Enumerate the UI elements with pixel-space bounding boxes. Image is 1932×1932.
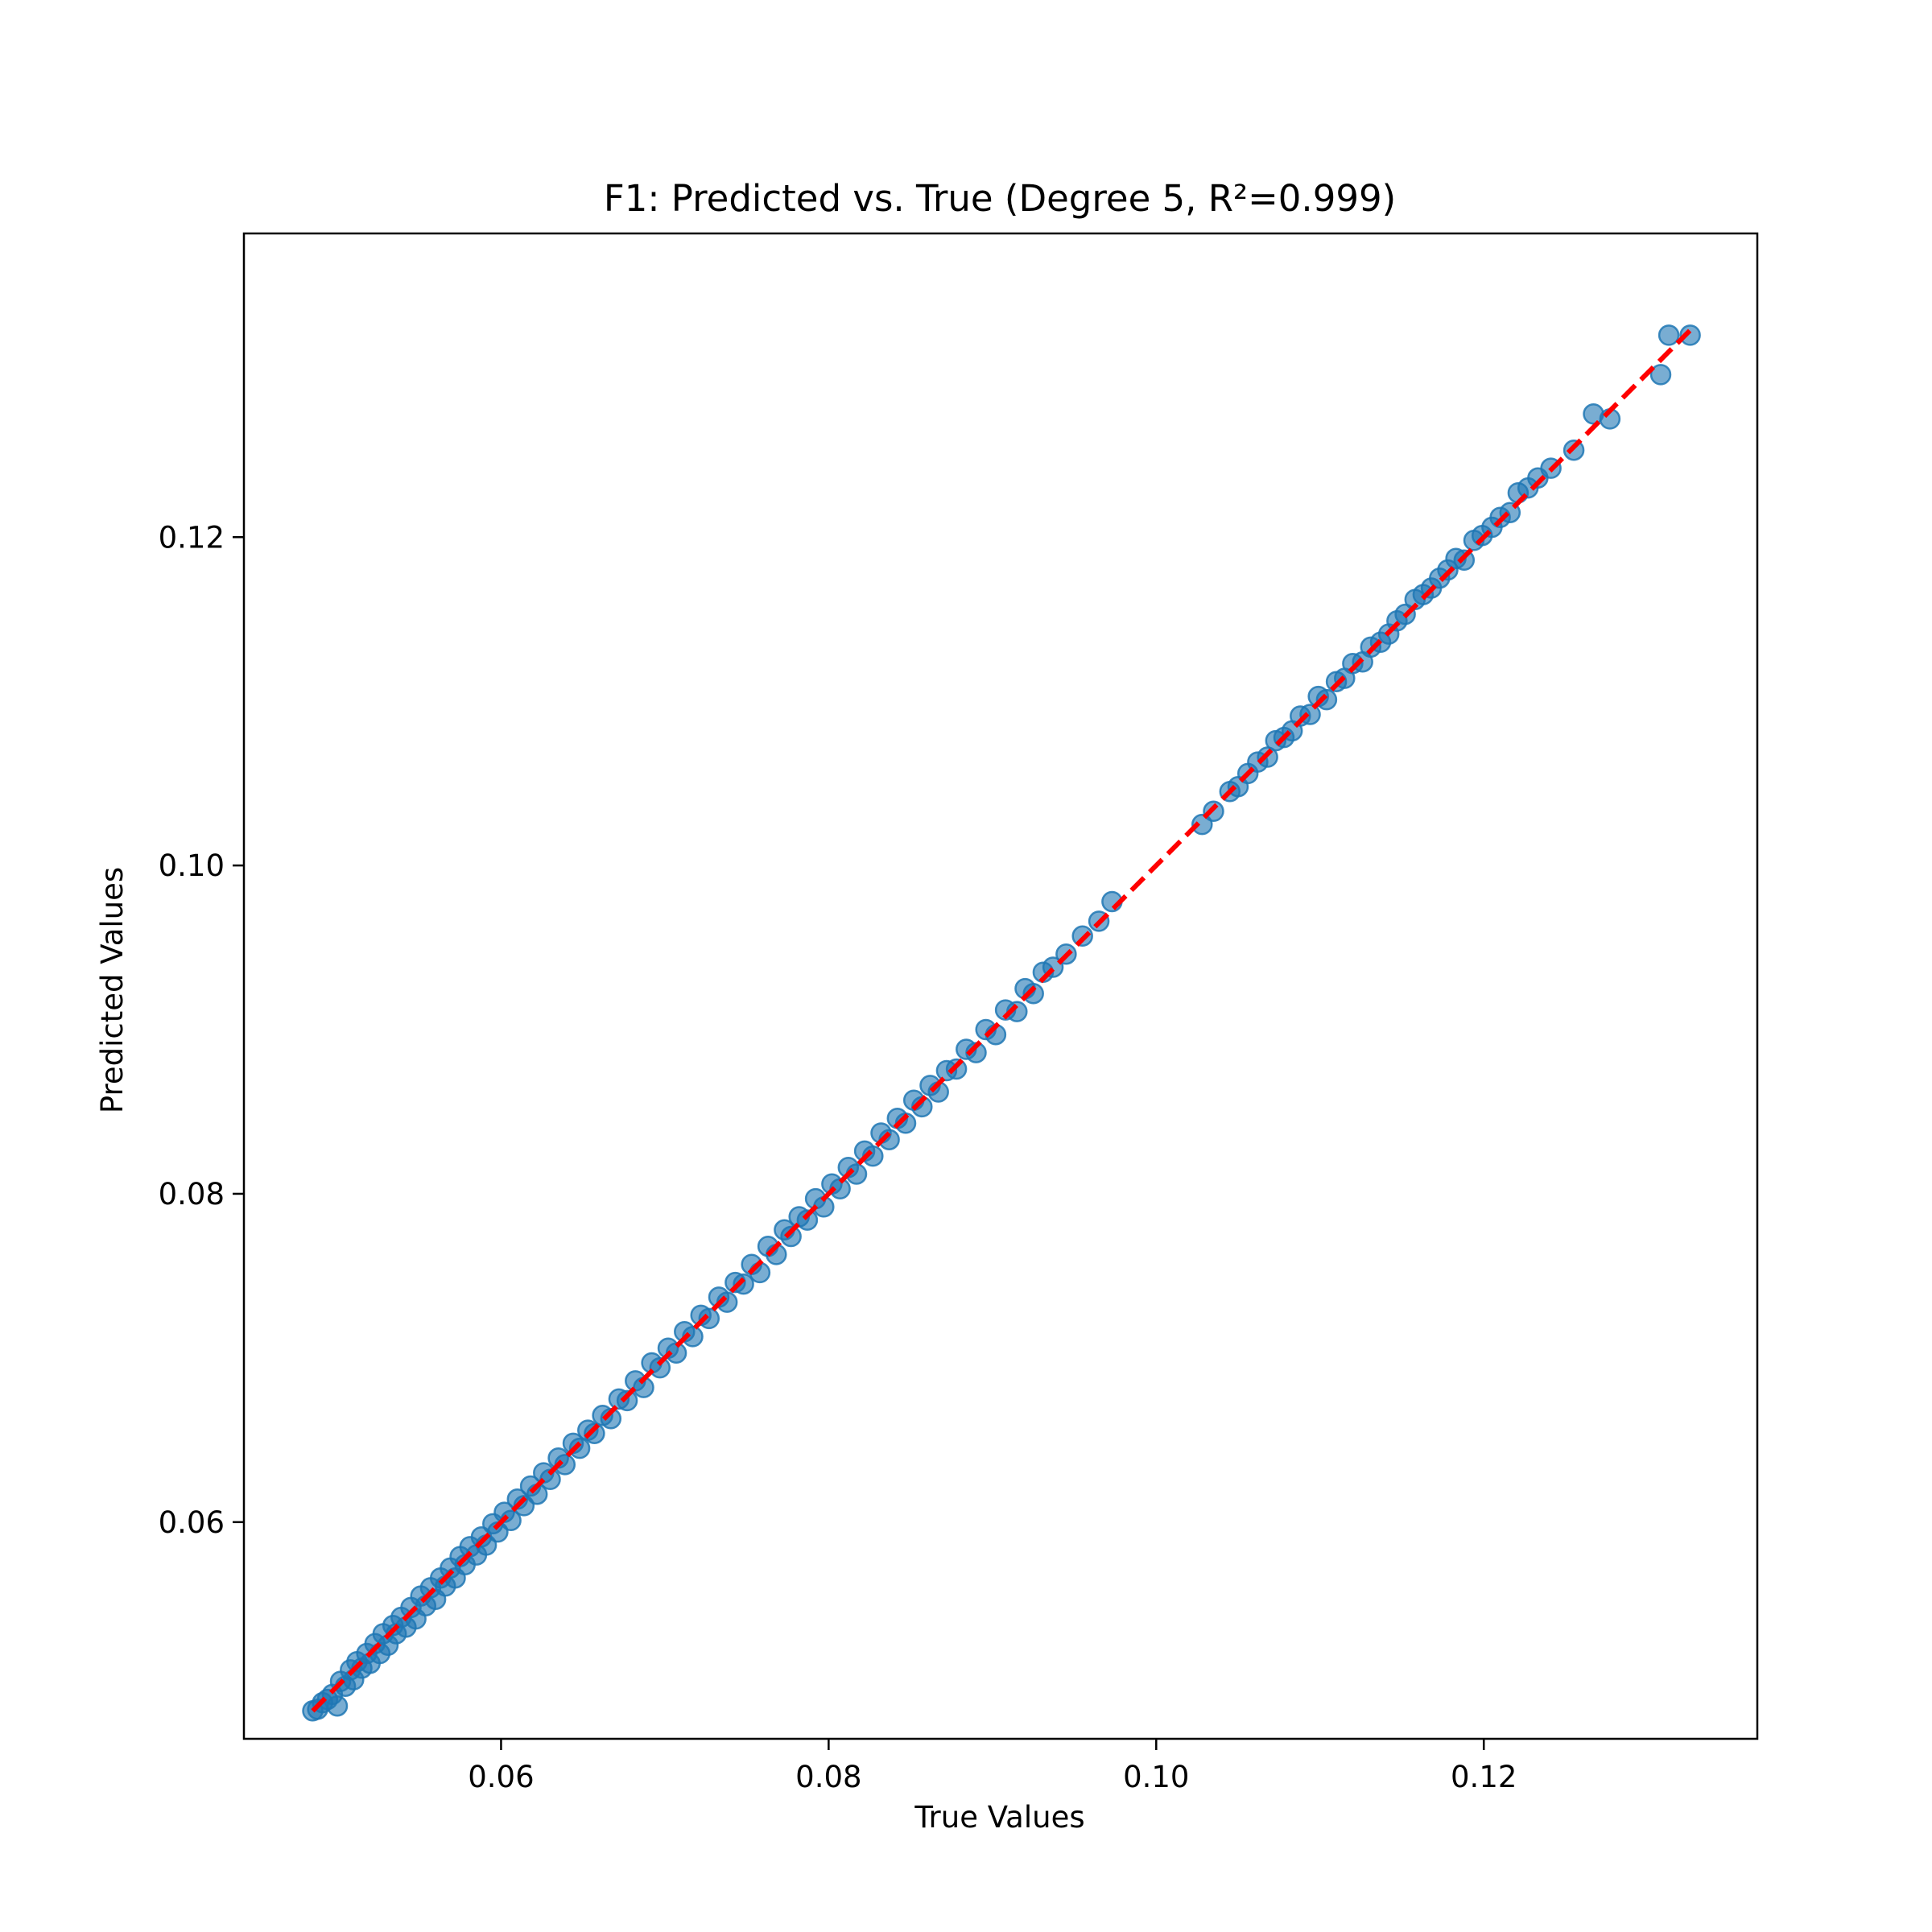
- x-tick-label: 0.10: [1123, 1760, 1189, 1794]
- y-axis-label: Predicted Values: [95, 867, 130, 1113]
- data-point: [796, 1209, 819, 1231]
- x-tick-label: 0.06: [468, 1760, 534, 1794]
- reference-line-layer: [311, 328, 1692, 1713]
- data-point: [1657, 324, 1680, 346]
- x-tick-label: 0.08: [795, 1760, 861, 1794]
- y-tick-label: 0.06: [159, 1505, 225, 1540]
- chart-title: F1: Predicted vs. True (Degree 5, R²=0.9…: [604, 177, 1396, 220]
- data-point: [649, 1356, 671, 1379]
- data-point: [1022, 982, 1044, 1005]
- x-axis-ticks: 0.06 0.08 0.10 0.12: [468, 1739, 1517, 1794]
- data-point: [1679, 324, 1701, 346]
- data-point: [733, 1273, 754, 1295]
- x-axis-label: True Values: [914, 1800, 1084, 1835]
- data-point: [1315, 688, 1338, 711]
- x-tick-label: 0.12: [1451, 1760, 1517, 1794]
- data-point: [698, 1307, 720, 1330]
- reference-line: [311, 328, 1692, 1713]
- plot-frame: [242, 232, 1759, 1740]
- y-tick-label: 0.08: [159, 1177, 225, 1212]
- data-point: [326, 1695, 349, 1717]
- data-point: [584, 1422, 605, 1444]
- data-point: [780, 1225, 802, 1248]
- data-point: [616, 1389, 638, 1412]
- y-axis-ticks: 0.06 0.08 0.10 0.12: [159, 520, 244, 1540]
- y-tick-label: 0.10: [159, 848, 225, 883]
- data-point: [1649, 364, 1672, 386]
- data-point: [568, 1437, 591, 1459]
- y-tick-label: 0.12: [159, 520, 225, 555]
